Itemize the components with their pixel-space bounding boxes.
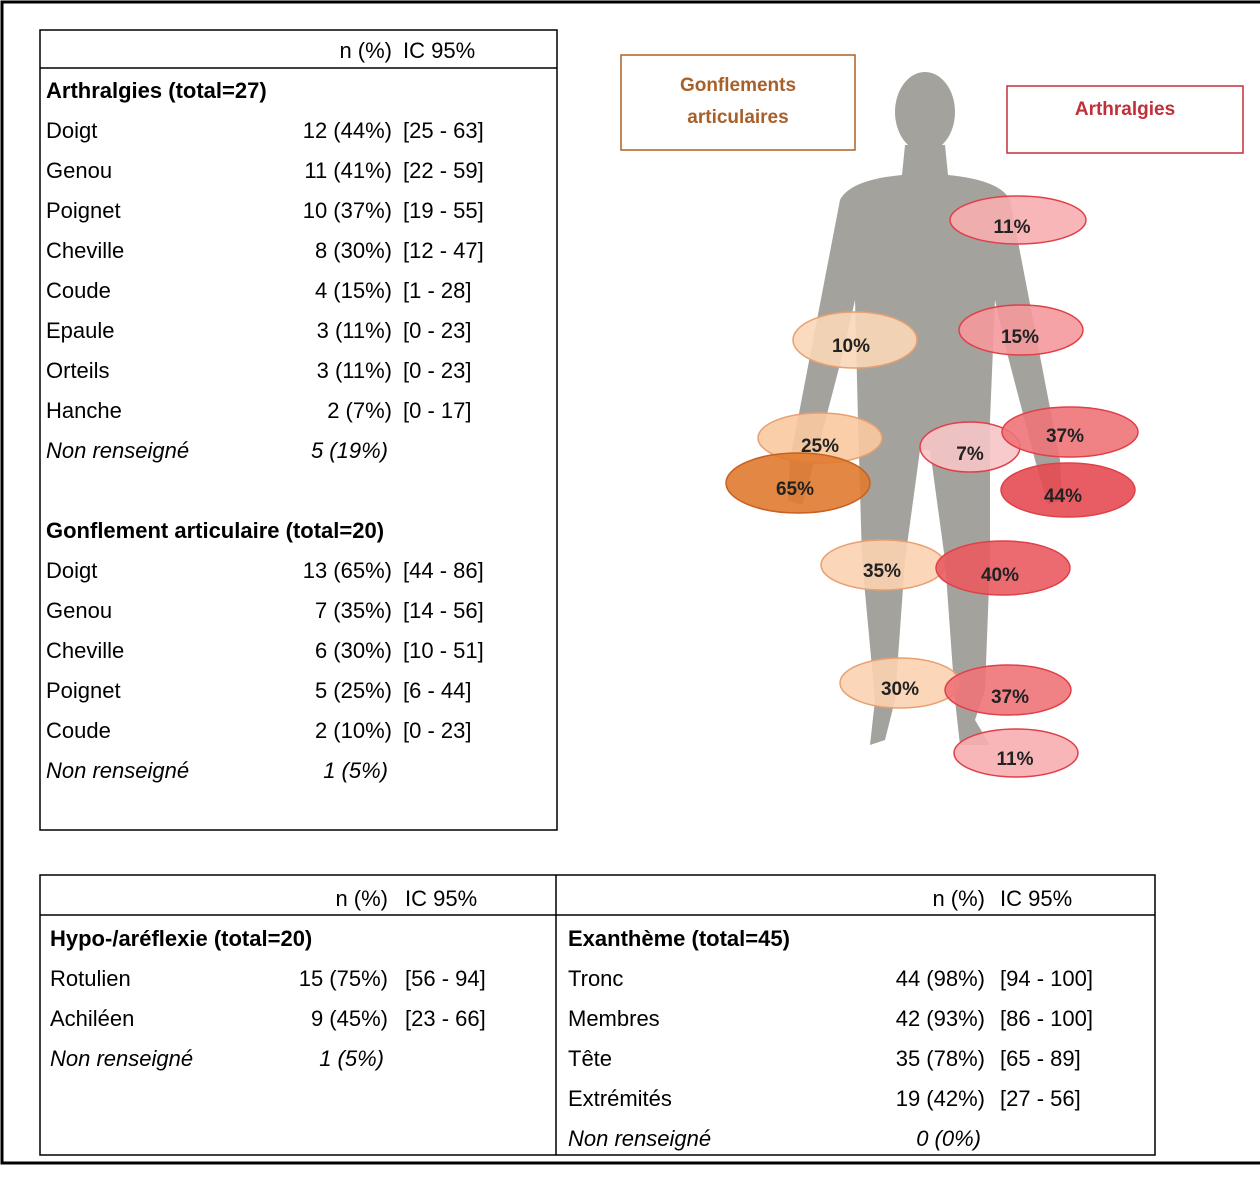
row-count: 7 (35%)	[315, 598, 392, 623]
row-ci: [23 - 66]	[405, 1006, 486, 1031]
row-count: 12 (44%)	[303, 118, 392, 143]
joint-label: 44%	[1044, 486, 1082, 507]
row-label: Genou	[46, 158, 112, 183]
row-ci: [86 - 100]	[1000, 1006, 1093, 1031]
row-count: 4 (15%)	[315, 278, 392, 303]
joint-label: 10%	[832, 336, 870, 357]
row-label: Tête	[568, 1046, 612, 1071]
row-label: Membres	[568, 1006, 660, 1031]
row-ci: [56 - 94]	[405, 966, 486, 991]
legend-label: articulaires	[687, 107, 788, 128]
row-ci: [22 - 59]	[403, 158, 484, 183]
row-ci: [0 - 23]	[403, 318, 471, 343]
header-cell: IC 95%	[405, 886, 477, 911]
row-label: Achiléen	[50, 1006, 134, 1031]
row-count: 2 (7%)	[327, 398, 392, 423]
row-count: 42 (93%)	[896, 1006, 985, 1031]
row-count: 8 (30%)	[315, 238, 392, 263]
missing-label: Non renseigné	[46, 758, 189, 783]
row-count: 11 (41%)	[304, 158, 392, 183]
joint-label: 15%	[1001, 327, 1039, 348]
missing-label: Non renseigné	[46, 438, 189, 463]
table-box	[40, 30, 557, 830]
row-label: Tronc	[568, 966, 623, 991]
row-label: Epaule	[46, 318, 115, 343]
header-cell: n (%)	[335, 886, 388, 911]
missing-count: 5 (19%)	[311, 438, 388, 463]
row-label: Orteils	[46, 358, 110, 383]
silhouette	[788, 72, 1062, 745]
section-title: Hypo-/aréflexie (total=20)	[50, 926, 312, 951]
joint-label: 30%	[881, 679, 919, 700]
missing-count: 0 (0%)	[916, 1126, 981, 1151]
row-count: 2 (10%)	[315, 718, 392, 743]
row-count: 13 (65%)	[303, 558, 392, 583]
row-label: Cheville	[46, 238, 124, 263]
joint-label: 40%	[981, 565, 1019, 586]
row-ci: [44 - 86]	[403, 558, 484, 583]
joint-label: 11%	[997, 749, 1034, 770]
row-count: 35 (78%)	[896, 1046, 985, 1071]
row-ci: [27 - 56]	[1000, 1086, 1081, 1111]
row-label: Coude	[46, 278, 111, 303]
row-label: Poignet	[46, 678, 121, 703]
missing-count: 1 (5%)	[319, 1046, 384, 1071]
row-count: 10 (37%)	[303, 198, 392, 223]
header-cell: IC 95%	[1000, 886, 1072, 911]
missing-label: Non renseigné	[568, 1126, 711, 1151]
missing-label: Non renseigné	[50, 1046, 193, 1071]
row-label: Doigt	[46, 558, 97, 583]
row-label: Hanche	[46, 398, 122, 423]
section-title: Arthralgies (total=27)	[46, 78, 267, 103]
row-ci: [94 - 100]	[1000, 966, 1093, 991]
row-count: 9 (45%)	[311, 1006, 388, 1031]
row-count: 19 (42%)	[896, 1086, 985, 1111]
page: Gonflements articulaires Arthralgies n (…	[0, 0, 1260, 1173]
row-ci: [25 - 63]	[403, 118, 484, 143]
joint-label: 11%	[994, 217, 1031, 238]
row-label: Extrémités	[568, 1086, 672, 1111]
joint-label: 7%	[956, 444, 984, 465]
row-count: 44 (98%)	[896, 966, 985, 991]
header-cell: n (%)	[932, 886, 985, 911]
legend-label: Arthralgies	[1075, 99, 1175, 120]
row-ci: [14 - 56]	[403, 598, 484, 623]
joint-label: 37%	[1046, 426, 1084, 447]
legend-label: Gonflements	[680, 75, 796, 96]
row-count: 5 (25%)	[315, 678, 392, 703]
row-ci: [0 - 23]	[403, 718, 471, 743]
row-count: 3 (11%)	[317, 318, 392, 343]
header-cell: IC 95%	[403, 38, 475, 63]
row-count: 15 (75%)	[299, 966, 388, 991]
joint-label: 37%	[991, 687, 1029, 708]
row-count: 6 (30%)	[315, 638, 392, 663]
row-label: Cheville	[46, 638, 124, 663]
section-title: Gonflement articulaire (total=20)	[46, 518, 384, 543]
row-ci: [65 - 89]	[1000, 1046, 1081, 1071]
row-label: Doigt	[46, 118, 97, 143]
row-count: 3 (11%)	[317, 358, 392, 383]
legend-box	[621, 55, 855, 150]
joint-label: 65%	[776, 479, 814, 500]
section-title: Exanthème (total=45)	[568, 926, 790, 951]
row-ci: [10 - 51]	[403, 638, 484, 663]
row-label: Genou	[46, 598, 112, 623]
joint-label: 35%	[863, 561, 901, 582]
row-label: Coude	[46, 718, 111, 743]
row-ci: [0 - 17]	[403, 398, 471, 423]
row-ci: [1 - 28]	[403, 278, 471, 303]
header-cell: n (%)	[339, 38, 392, 63]
row-ci: [19 - 55]	[403, 198, 484, 223]
row-ci: [12 - 47]	[403, 238, 484, 263]
row-label: Poignet	[46, 198, 121, 223]
row-ci: [0 - 23]	[403, 358, 471, 383]
row-label: Rotulien	[50, 966, 131, 991]
missing-count: 1 (5%)	[323, 758, 388, 783]
row-ci: [6 - 44]	[403, 678, 471, 703]
